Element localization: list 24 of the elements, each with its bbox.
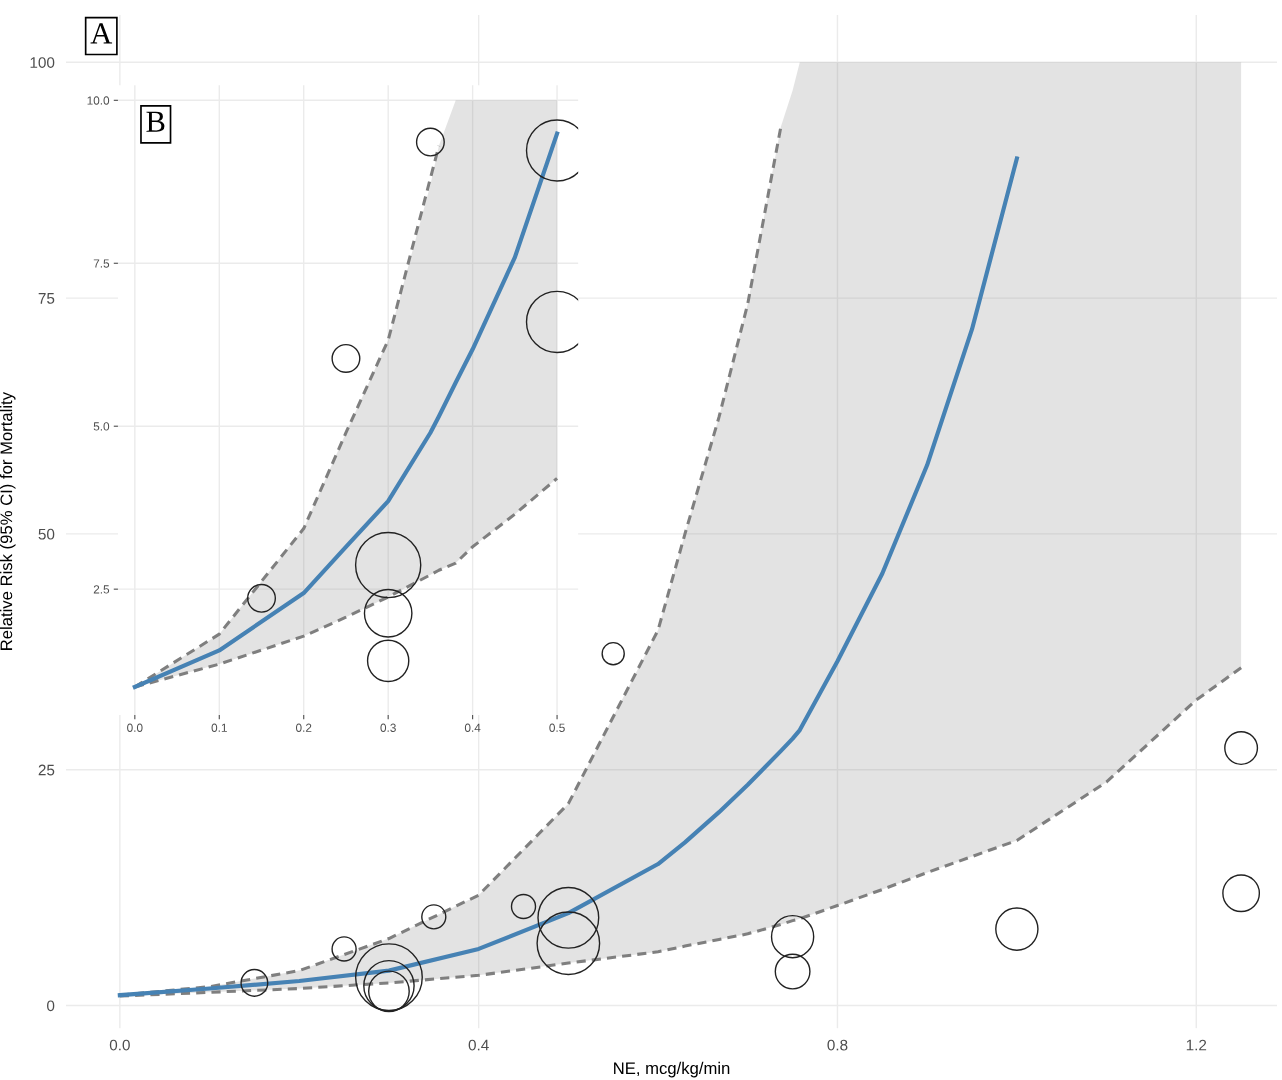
y-tick-label: 0 — [47, 1000, 55, 1012]
x-tick-label: 1.2 — [1186, 1039, 1207, 1051]
y-tick-label: 10.0 — [87, 96, 110, 105]
line-series — [117, 156, 1019, 998]
x-tick-label: 0.8 — [827, 1039, 848, 1051]
x-tick-label: 0.4 — [468, 1039, 489, 1051]
x-tick-label: 0.2 — [295, 723, 312, 732]
x-tick-label: 0.0 — [127, 723, 143, 732]
annotation: B — [146, 111, 165, 132]
x-tick-label: 0.4 — [464, 723, 481, 732]
x-tick-label: 0.0 — [109, 1039, 130, 1051]
y-tick-label: 75 — [38, 293, 55, 304]
x-tick-label: 0.5 — [549, 723, 565, 732]
x-tick-label: 0.3 — [380, 723, 396, 732]
y-tick-label: 7.5 — [93, 259, 110, 268]
y-tick-label: 50 — [38, 528, 55, 540]
x-tick-label: 0.1 — [211, 723, 227, 732]
y-axis-title: Relative Risk (95% CI) for Mortality — [0, 392, 16, 650]
annotation: A — [90, 23, 113, 44]
y-tick-label: 5.0 — [93, 422, 110, 431]
y-tick-label: 100 — [30, 57, 55, 68]
x-axis-title: NE, mcg/kg/min — [614, 1061, 730, 1078]
y-tick-label: 25 — [38, 764, 55, 776]
y-tick-label: 2.5 — [93, 585, 110, 594]
